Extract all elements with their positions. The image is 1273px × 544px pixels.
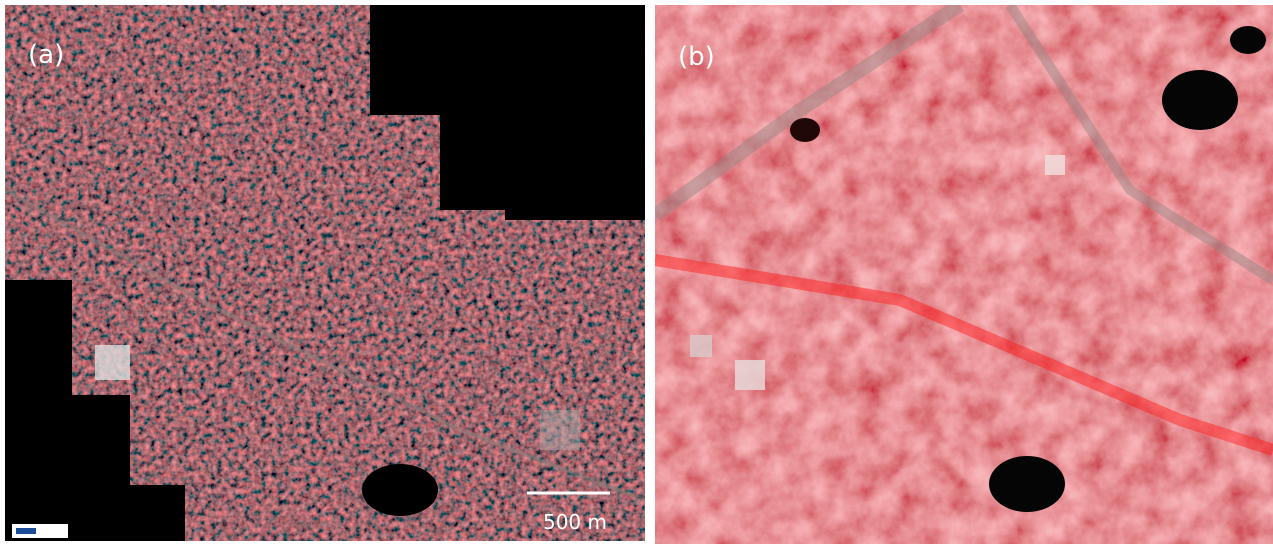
panel-a: (a) 500 m — [5, 5, 645, 541]
panel-label: (a) — [28, 40, 64, 70]
lake — [1230, 26, 1266, 54]
logo-mark — [16, 528, 36, 534]
scale-bar-label: 500 m — [543, 510, 607, 534]
page: (a) 500 m (b) (() => { const data = JSON… — [0, 0, 1273, 544]
lake — [790, 118, 820, 142]
figure: (a) 500 m (b) — [0, 0, 1273, 544]
panel-label: (b) — [678, 42, 715, 72]
lake — [1162, 70, 1238, 130]
panel-b: (b) — [655, 5, 1273, 544]
lake — [989, 456, 1065, 512]
